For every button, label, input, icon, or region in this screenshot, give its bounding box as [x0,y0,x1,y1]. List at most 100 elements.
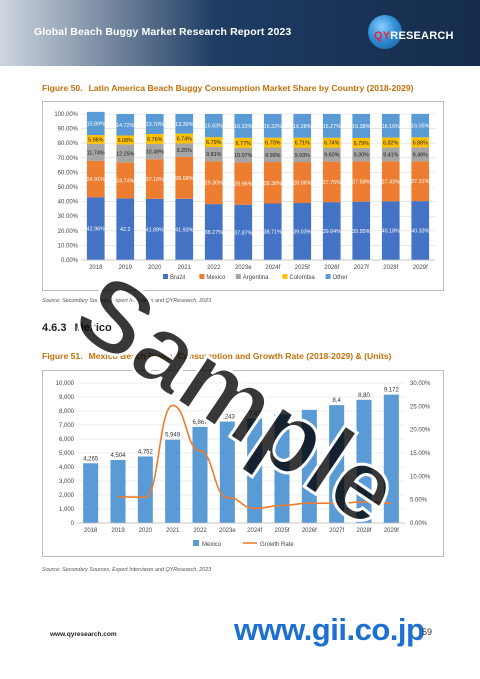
data-label: 9.30% [354,153,369,159]
footer-url[interactable]: www.qyresearch.com [50,631,117,638]
bar-segment [322,137,341,148]
data-label: 10.49% [146,150,164,156]
globe-icon [368,15,402,49]
qyresearch-logo: QYRESEARCH [366,14,466,54]
data-label: 24.74% [116,178,134,184]
y-tick-label: 30.00% [58,214,79,220]
bar-segment [322,147,341,162]
data-label: 41.93% [175,227,193,233]
bar-segment [263,137,282,148]
legend-swatch [282,274,288,279]
legend-label: Other [333,275,348,281]
bar-segment [116,135,135,145]
x-tick-label: 2026f [302,528,317,534]
bar-segment [322,202,341,260]
bar [356,399,372,523]
bar-segment [411,113,430,138]
bar-segment [86,160,105,198]
data-label: 28.68% [175,176,193,182]
data-label: 6.79% [206,140,221,146]
data-label: 8,4 [332,398,341,404]
data-label: 5.96% [88,137,103,143]
gii-watermark-link[interactable]: www.gii.co.jp [234,612,425,647]
y-left-tick-label: 1,000 [59,507,75,513]
data-label: 10.07% [234,153,252,159]
bar [274,414,290,523]
data-label: 6.77% [236,141,251,147]
data-label: 6,867 [192,420,208,426]
data-label: 29.30% [205,181,223,187]
bar-segment [263,203,282,260]
y-tick-label: 40.00% [58,200,79,206]
logo-text: QYRESEARCH [374,30,454,42]
bar-segment [293,203,312,260]
data-label: 27.75% [323,180,341,186]
data-label: 6.70% [265,141,280,147]
bar-segment [381,201,400,260]
bar-segment [204,204,223,260]
bar-segment [175,133,194,144]
data-label: 13.39% [175,122,193,128]
report-header: Global Beach Buggy Market Research Repor… [0,0,480,66]
legend-swatch [235,274,241,279]
bar-segment [322,161,341,203]
bar [329,405,345,523]
bar-segment [86,143,105,161]
data-label: 9,172 [384,388,400,394]
bar-segment [234,147,253,163]
bar-segment [86,197,105,260]
bar [383,394,399,523]
bar-segment [116,144,135,163]
bar-segment [234,162,253,205]
bar-segment [204,114,223,138]
y-tick-label: 100.00% [54,112,78,118]
x-tick-label: 2027f [329,528,344,534]
legend-label: Colombia [289,275,315,281]
data-label: 16.33% [234,124,252,130]
data-label: 16.28% [293,124,311,130]
y-left-tick-label: 4,000 [59,465,75,471]
bar [247,418,263,523]
y-right-tick-label: 10.00% [410,474,431,480]
bar-segment [381,147,400,162]
data-label: 42.96% [87,227,105,233]
bar-segment [352,161,371,202]
data-label: 27.16% [146,177,164,183]
y-left-tick-label: 6,000 [59,437,75,443]
bar-segment [175,156,194,199]
data-label: 24.91% [87,177,105,183]
data-label: 28.38% [264,181,282,187]
data-label: 27.43% [382,179,400,185]
x-tick-label: 2022 [207,265,221,271]
x-tick-label: 2027f [354,265,369,271]
data-label: 16.16% [382,124,400,130]
bar-segment [263,114,282,138]
section-heading: 4.6.3 Mexico [42,322,112,334]
bar-segment [293,137,312,148]
growth-rate-line [117,404,392,510]
data-label: 11.74% [87,150,105,156]
data-label: 39.95% [352,229,370,235]
bar-segment [175,114,194,134]
data-label: 7,243 [220,415,236,421]
bar-segment [145,143,164,160]
y-right-tick-label: 25.00% [410,404,431,410]
bar-segment [234,114,253,138]
data-label: 9.49% [413,152,428,158]
y-left-tick-label: 3,000 [59,479,75,485]
bar-segment [204,161,223,205]
figure51-source: Source: Secondary Sources, Expert Interv… [42,567,212,573]
legend-label: Brazil [170,275,185,281]
data-label: 9.25% [177,148,192,154]
x-tick-label: 2018 [89,265,103,271]
y-left-tick-label: 9,000 [59,395,75,401]
y-right-tick-label: 0.00% [410,521,428,527]
x-tick-label: 2028f [383,265,398,271]
data-label: 6.76% [147,137,162,143]
data-label: 4,265 [83,456,99,462]
legend-label: Mexico [206,275,226,281]
x-tick-label: 2024f [265,265,280,271]
data-label: 4,504 [110,453,126,459]
data-label: 38.27% [205,230,223,236]
y-right-tick-label: 20.00% [410,428,431,434]
